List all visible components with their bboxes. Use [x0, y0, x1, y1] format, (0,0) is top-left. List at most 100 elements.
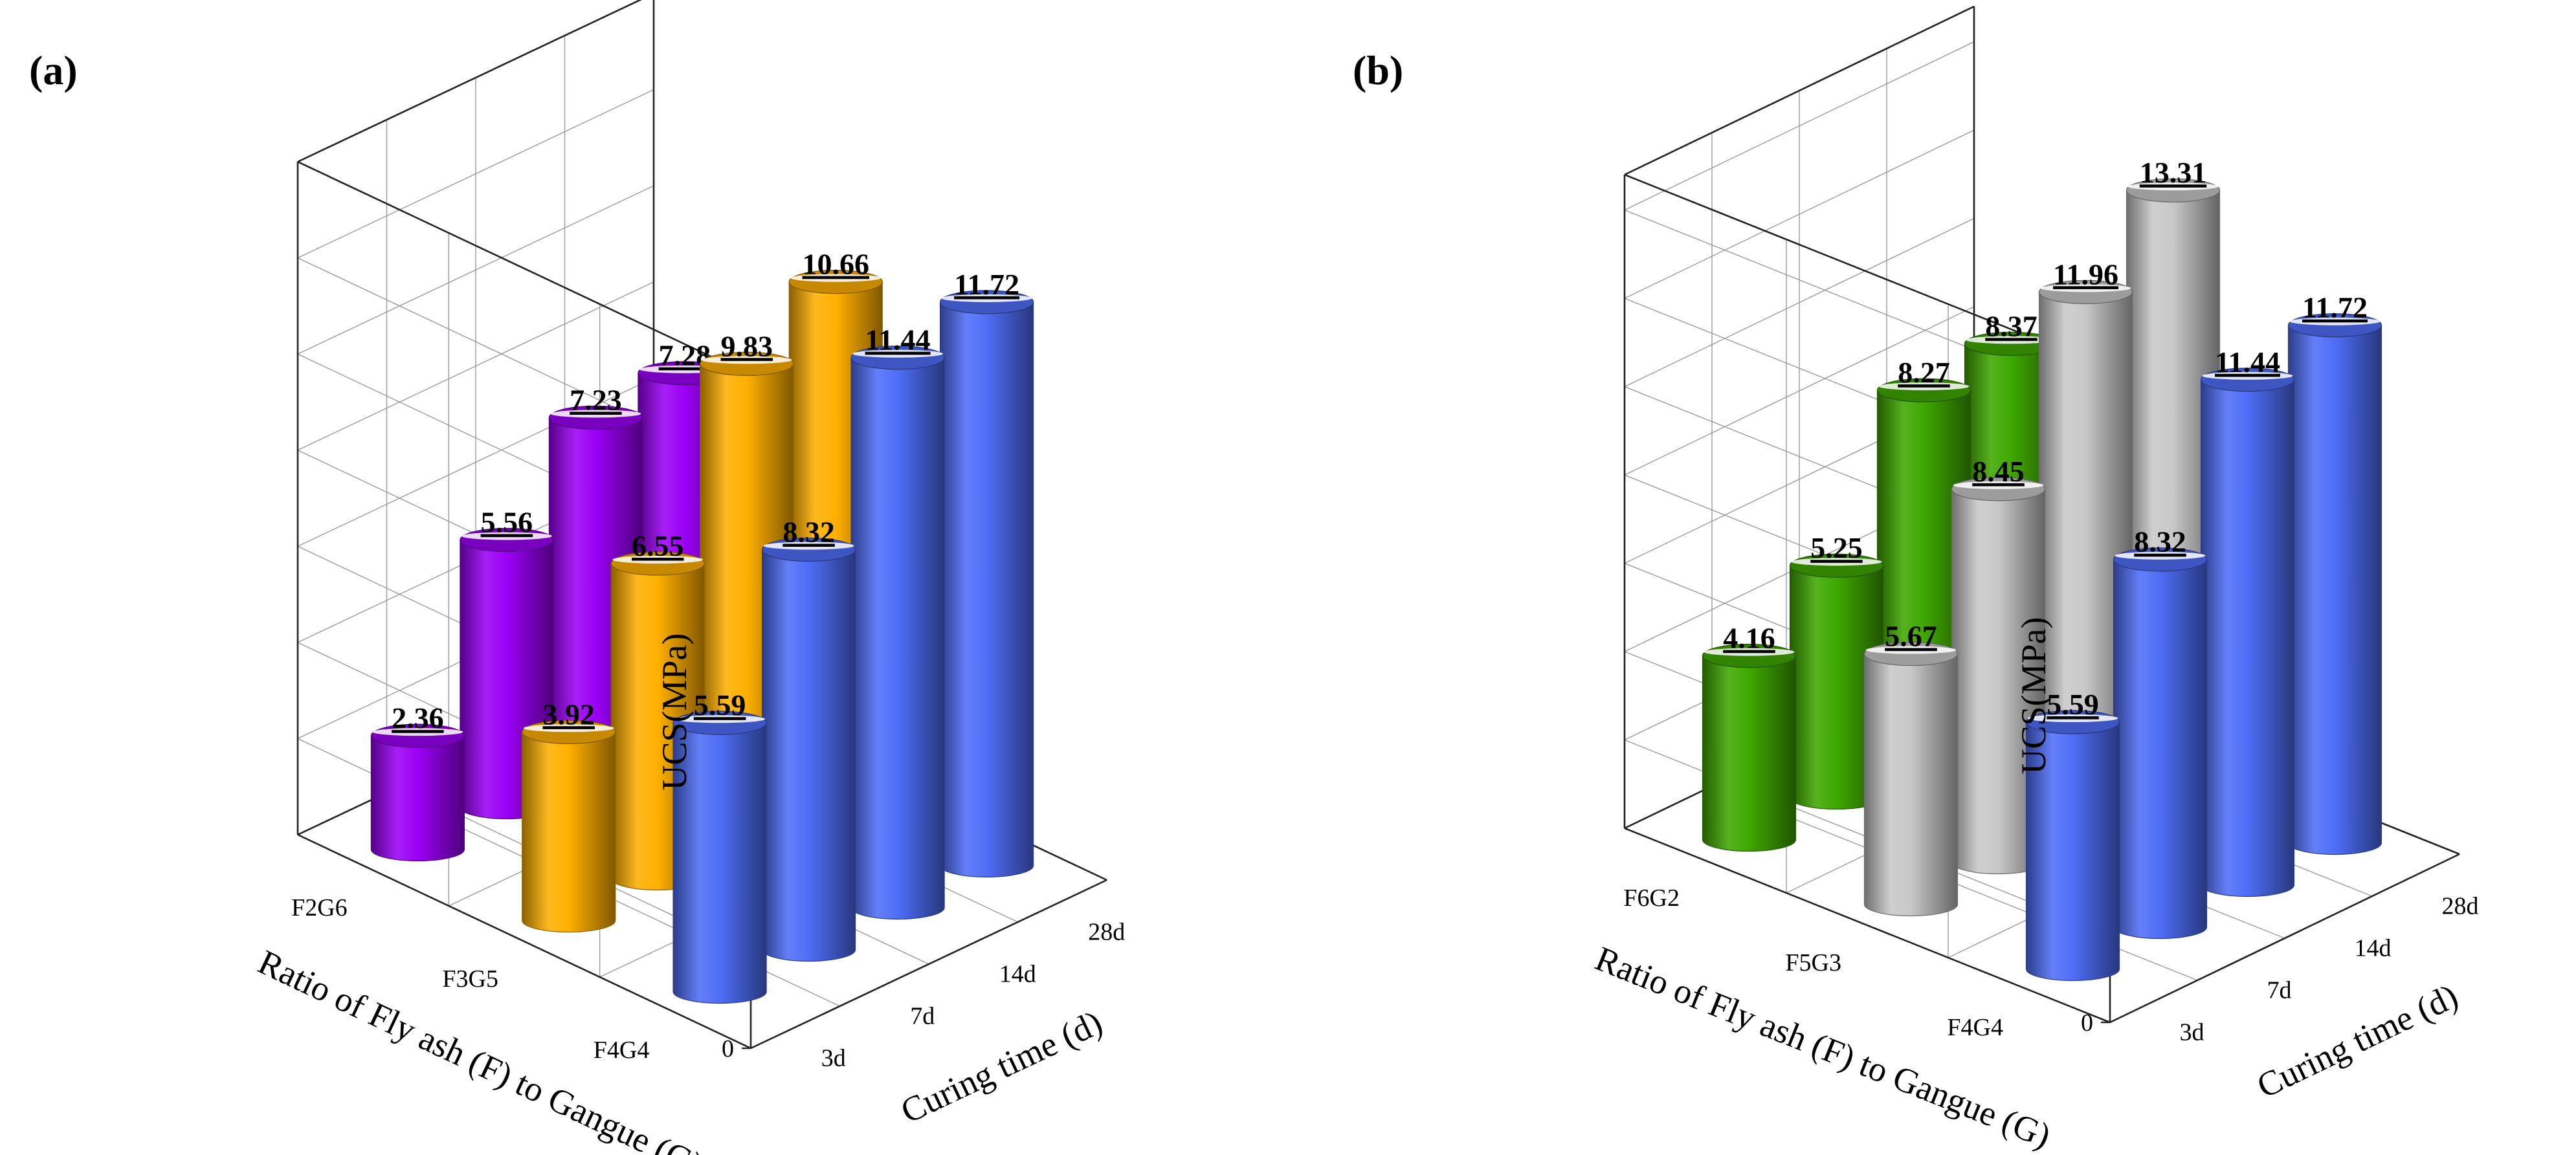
bar: 5.67 [1863, 620, 1959, 917]
label-backdrop [2202, 371, 2293, 380]
chart-b-z-ticks: 3d 7d 14d 28d [2180, 893, 2479, 1046]
label-backdrop [1865, 646, 1957, 654]
z-category-label: 7d [2267, 977, 2292, 1004]
bar-body [2200, 379, 2295, 897]
bar-value-label: 11.44 [865, 324, 931, 357]
z-category-label: 3d [2180, 1019, 2204, 1046]
label-backdrop [461, 532, 552, 540]
z-category-label: 28d [2442, 893, 2479, 920]
bar: 11.72 [2287, 291, 2382, 855]
bar: 2.36 [370, 701, 465, 862]
bar-value-label: 13.31 [2140, 156, 2207, 189]
bar-value-label: 5.25 [1810, 531, 1863, 564]
label-backdrop [2127, 182, 2219, 191]
label-backdrop [852, 349, 944, 358]
chart-a-z-ticks: 3d 7d 14d 28d [821, 919, 1126, 1072]
bar: 5.59 [2025, 688, 2120, 982]
bar-body [2025, 721, 2120, 982]
label-backdrop [1704, 648, 1795, 656]
bar: 11.72 [939, 268, 1034, 878]
bar-value-label: 11.72 [954, 268, 1019, 301]
bar-body [850, 357, 945, 920]
z-category-label: 3d [821, 1045, 846, 1072]
bar-body [939, 302, 1034, 878]
label-backdrop [1878, 382, 1970, 391]
bar-value-label: 11.44 [2215, 346, 2280, 379]
bar: 11.44 [2200, 346, 2295, 897]
bar: 5.59 [672, 688, 767, 1004]
bar: 8.45 [1951, 455, 2046, 875]
label-backdrop [701, 356, 792, 364]
axis-frame-edge [297, 0, 642, 163]
bar-value-label: 10.66 [803, 248, 870, 281]
bar: 8.32 [761, 515, 856, 962]
bar: 11.44 [850, 324, 945, 920]
bar-value-label: 5.67 [1885, 620, 1937, 653]
bar: 4.16 [1702, 622, 1797, 852]
chart-a-x-ticks: F4G4 F3G5 F2G6 [291, 894, 649, 1064]
z-category-label: 7d [910, 1003, 935, 1030]
label-backdrop [2289, 317, 2381, 325]
bar: 8.32 [2113, 525, 2208, 940]
panel-label-a: (a) [29, 47, 78, 93]
bar-value-label: 9.83 [721, 329, 773, 362]
bar-value-label: 4.16 [1723, 622, 1775, 655]
x-category-label: F4G4 [1947, 1014, 2003, 1041]
chart-a-bars: 7.287.2310.665.569.8311.722.366.5511.443… [370, 248, 1034, 1004]
label-backdrop [523, 724, 614, 732]
bar-body [522, 731, 616, 933]
bar-value-label: 2.36 [392, 701, 444, 734]
y-tick-label: 0 [722, 1035, 734, 1062]
label-backdrop [763, 542, 854, 550]
bar-value-label: 6.55 [632, 529, 684, 562]
y-axis-title-a: UCS(MPa) [655, 633, 694, 790]
label-backdrop [372, 728, 463, 736]
bar-value-label: 8.45 [1972, 455, 2025, 488]
bar-body [2113, 559, 2208, 940]
panel-label-b: (b) [1353, 47, 1403, 93]
z-category-label: 14d [2355, 935, 2392, 962]
bar-value-label: 3.92 [543, 698, 595, 731]
label-backdrop [941, 294, 1032, 302]
label-backdrop [2115, 551, 2206, 560]
bar-value-label: 11.72 [2302, 291, 2368, 324]
z-category-label: 14d [999, 961, 1036, 988]
label-backdrop [550, 410, 641, 418]
bar-value-label: 8.32 [783, 515, 835, 548]
bar-value-label: 8.32 [2134, 525, 2186, 558]
bar-body [1702, 655, 1797, 852]
axis-frame-edge [1624, 827, 2111, 1024]
label-backdrop [790, 274, 882, 282]
x-category-label: F5G3 [1785, 949, 1841, 976]
bar-body [761, 549, 856, 962]
label-backdrop [2027, 714, 2118, 723]
bar-value-label: 5.59 [2047, 688, 2099, 721]
x-category-label: F3G5 [442, 965, 498, 993]
x-category-label: F4G4 [594, 1037, 650, 1064]
bar-body [2287, 325, 2382, 855]
bar-value-label: 8.37 [1985, 309, 2037, 342]
bar: 5.25 [1789, 531, 1884, 810]
bar-body [370, 735, 465, 862]
chart-b-bars: 8.37 8.27 13.31 5.25 11.96 11.72 4.16 8.45 11.44… [1702, 156, 2382, 982]
bar: 3.92 [522, 698, 616, 933]
label-backdrop [674, 715, 766, 723]
bar-value-label: 5.59 [694, 688, 746, 721]
bar-body [1863, 653, 1959, 917]
axis-frame-edge [297, 160, 751, 377]
axis-frame-edge [750, 879, 1107, 1050]
bar-value-label: 7.23 [570, 383, 622, 416]
bar-value-label: 8.27 [1898, 356, 1950, 389]
axis-frame-edge [1624, 5, 1975, 176]
y-tick-label: 0 [2081, 1009, 2093, 1037]
z-category-label: 28d [1088, 919, 1125, 946]
bar-value-label: 5.56 [481, 505, 533, 538]
bar-body [672, 722, 767, 1004]
axis-frame-edge [2109, 853, 2460, 1024]
label-backdrop [1791, 558, 1882, 566]
axis-frame-edge [297, 833, 751, 1050]
x-category-label: F2G6 [291, 894, 348, 921]
